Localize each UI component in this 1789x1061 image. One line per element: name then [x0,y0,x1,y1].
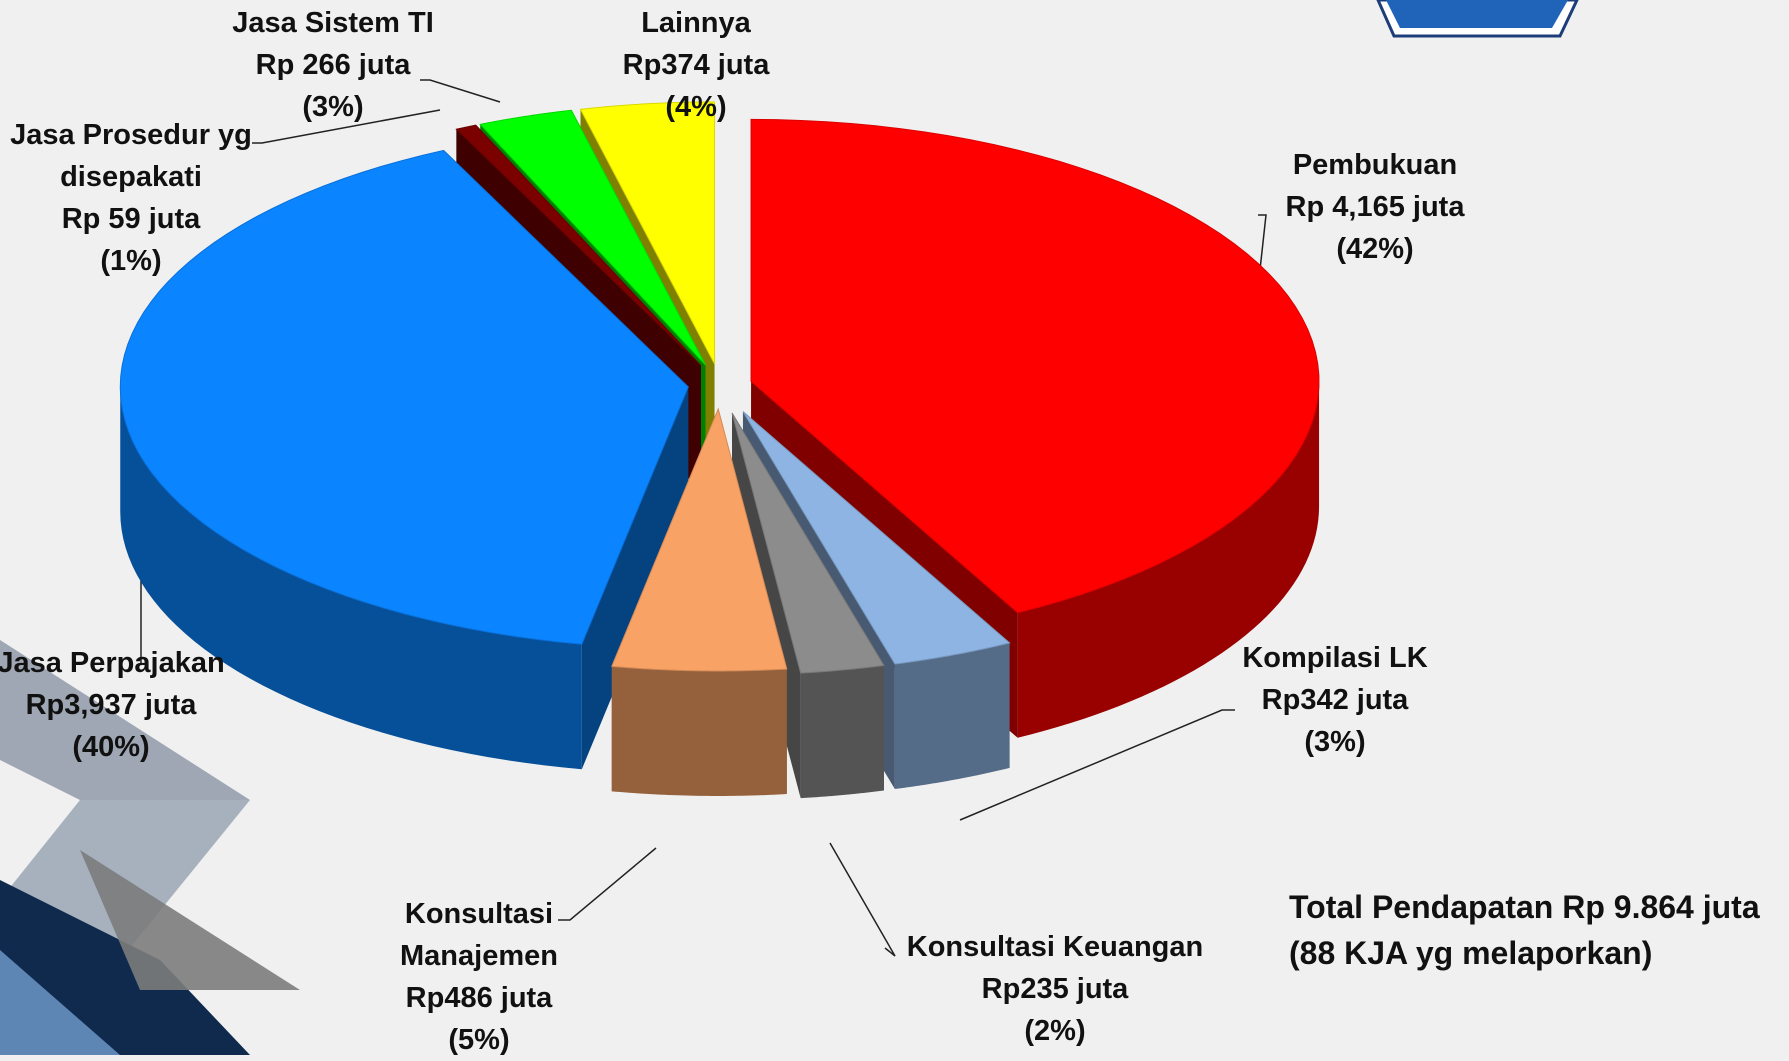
slice [119,149,689,645]
leader-lines [140,79,1267,957]
decoration [0,0,1579,1055]
slice-label: Konsultasi Keuangan Rp235 juta (2%) [907,926,1204,1052]
total-box: Total Pendapatan Rp 9.864 juta (88 KJA y… [1289,884,1760,976]
slice-label: Pembukuan Rp 4,165 juta (42%) [1286,144,1465,270]
note: (88 KJA yg melaporkan) [1289,935,1653,971]
slice [579,101,716,365]
slice [731,412,885,674]
value-label: Rp 4,165 juta [1285,191,1465,223]
slice-side [120,386,582,770]
category-name: Pembukuan [1292,149,1458,181]
percent-label: (40%) [72,731,150,763]
slice [742,411,1011,665]
value-label: Rp 266 juta [255,49,411,81]
slice-label: Jasa Perpajakan Rp3,937 juta (40%) [0,642,225,768]
percent-label: (1%) [100,245,162,277]
value-label: Rp3,937 juta [25,689,197,721]
category-name: Konsultasi Keuangan [906,931,1204,963]
slice-side [800,665,884,799]
category-name: Lainnya [641,7,751,39]
slice-label: Kompilasi LK Rp342 juta (3%) [1242,637,1427,763]
slice-label: Konsultasi Manajemen Rp486 juta (5%) [379,893,579,1061]
slice [479,109,706,366]
slice [455,124,702,367]
slice-label: Jasa Sistem TI Rp 266 juta (3%) [232,2,434,128]
value-label: Rp342 juta [1261,684,1409,716]
category-name: Jasa Prosedur yg disepakati [10,119,252,193]
category-name: Konsultasi Manajemen [400,898,558,972]
pie [119,101,1320,799]
value-label: Rp 59 juta [61,203,201,235]
value-label: Rp486 juta [405,982,553,1014]
slice-side [611,666,787,796]
value-label: Rp235 juta [981,973,1129,1005]
percent-label: (2%) [1024,1015,1086,1047]
percent-label: (3%) [302,91,364,123]
total-label: Total Pendapatan Rp 9.864 juta [1289,889,1760,925]
slice-side [894,642,1010,790]
percent-label: (42%) [1336,233,1414,265]
slice [611,407,788,672]
slice-label: Jasa Prosedur yg disepakati Rp 59 juta (1%… [0,114,281,282]
percent-label: (4%) [665,91,727,123]
category-name: Jasa Perpajakan [0,647,225,679]
percent-label: (3%) [1304,726,1366,758]
category-name: Jasa Sistem TI [232,7,434,39]
percent-label: (5%) [448,1024,510,1056]
value-label: Rp374 juta [622,49,770,81]
category-name: Kompilasi LK [1242,642,1428,674]
slice-label: Lainnya Rp374 juta (4%) [623,2,770,128]
slice [750,118,1320,614]
